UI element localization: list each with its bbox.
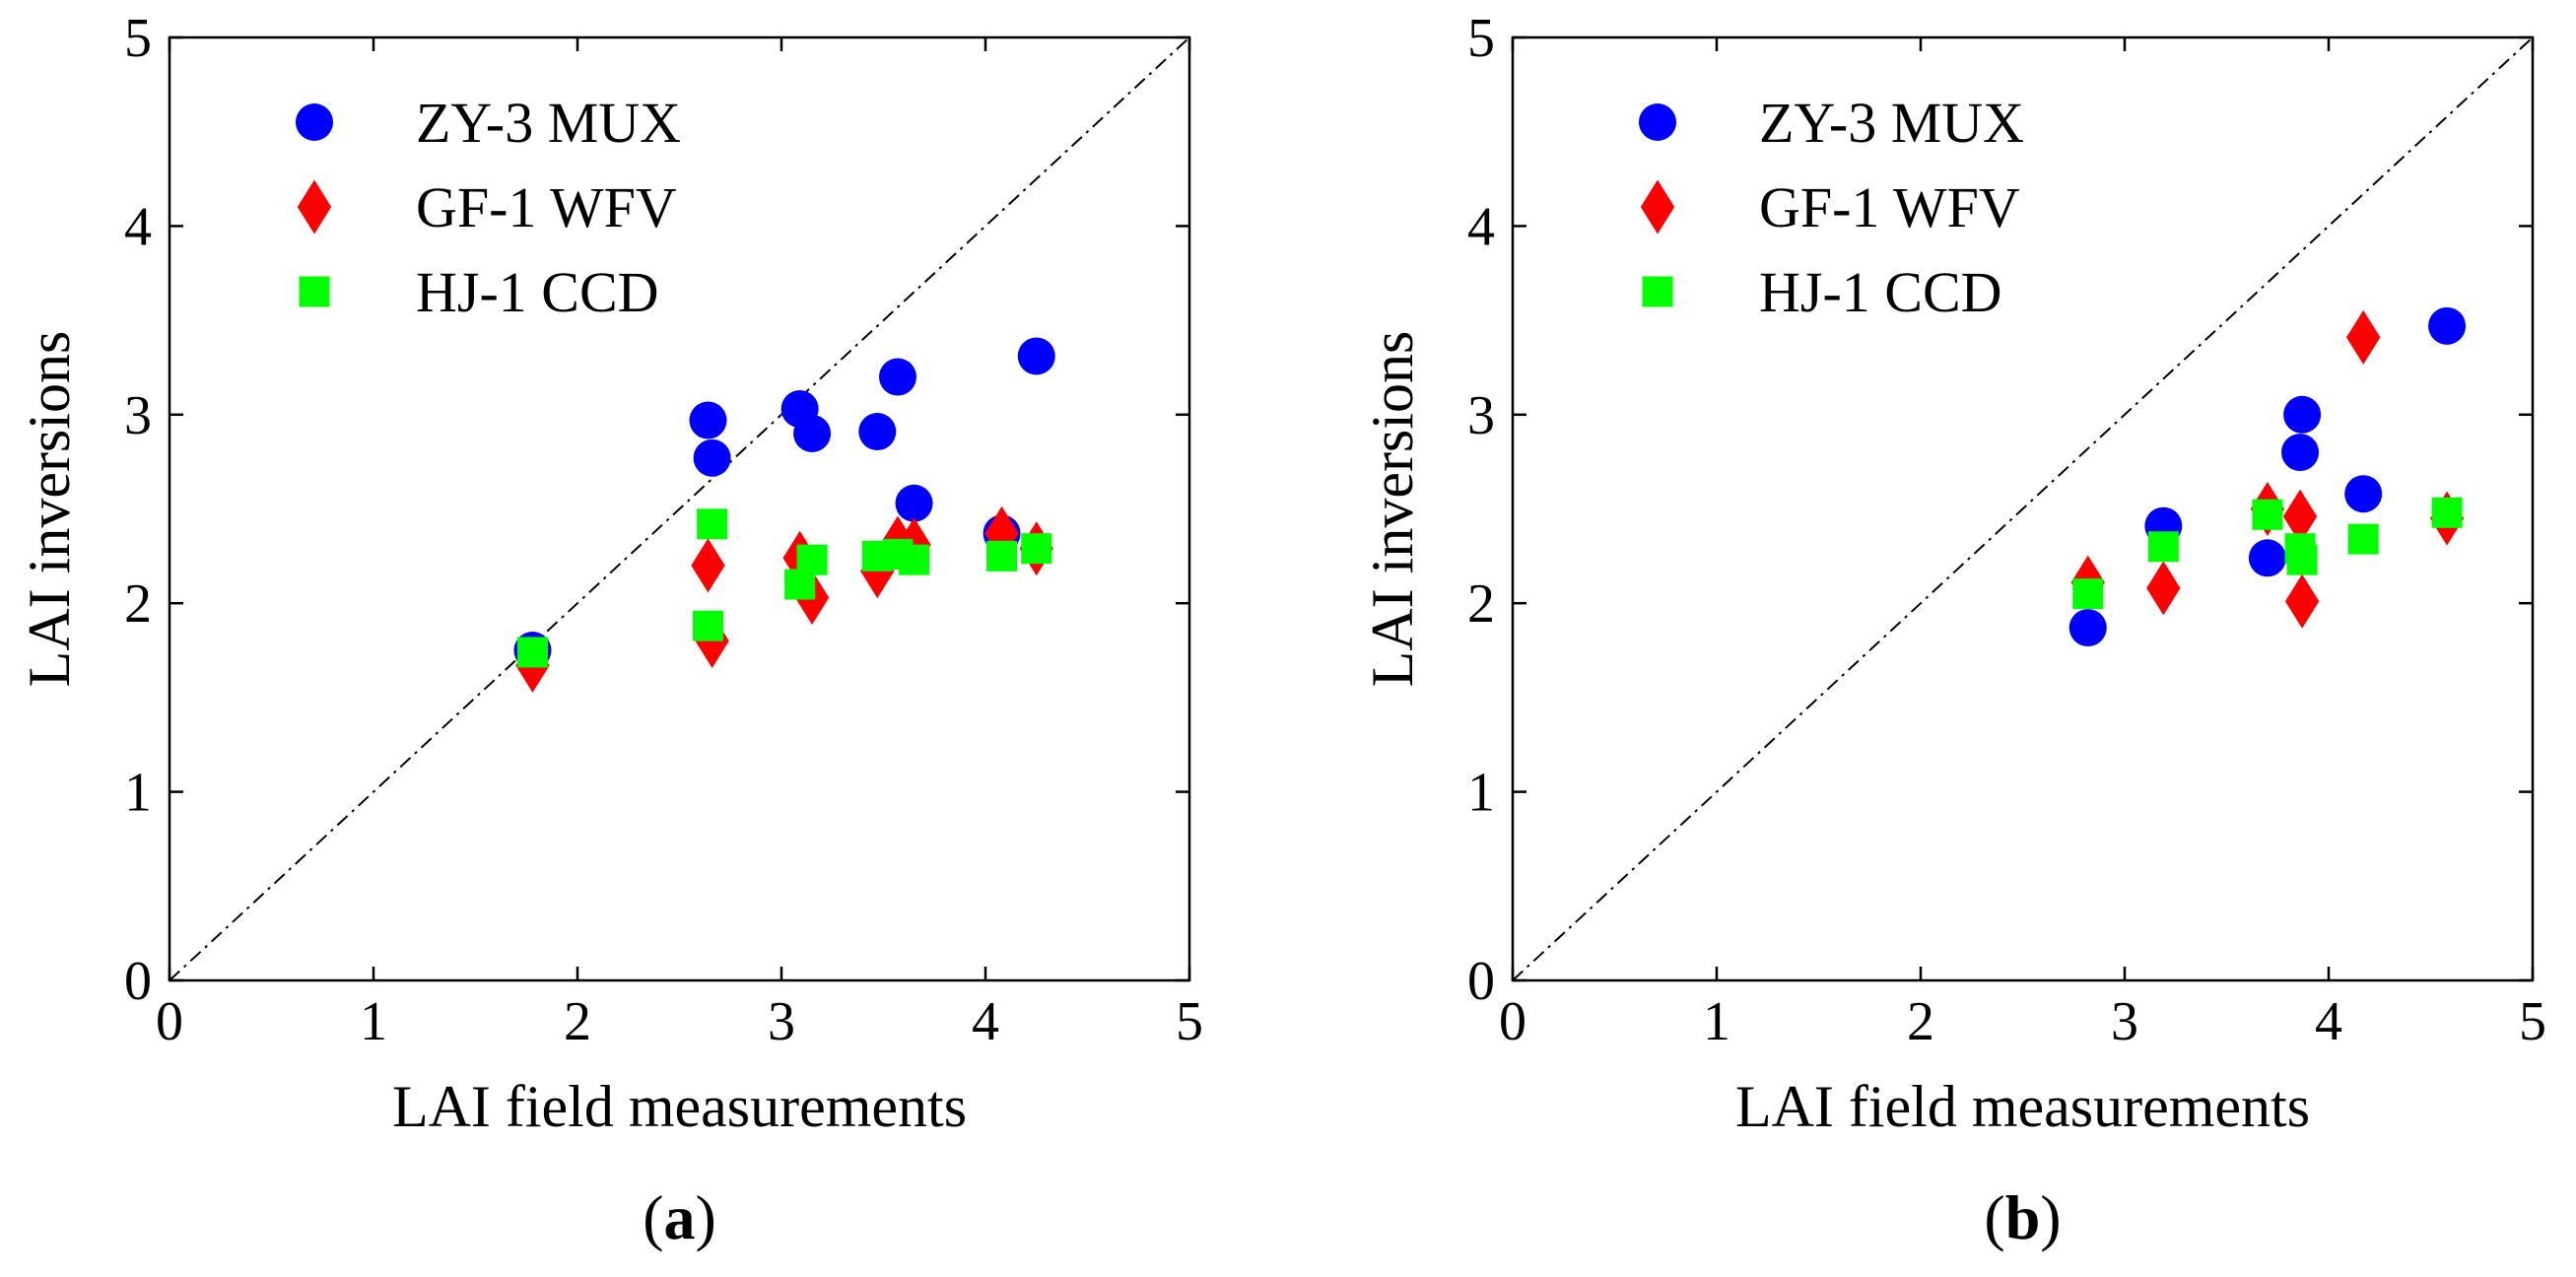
zy3-point (878, 358, 916, 396)
x-tick-label: 1 (360, 991, 387, 1052)
axes-frame (1511, 35, 2535, 982)
panel-label-open: ( (643, 1182, 663, 1252)
one-to-one-line (169, 36, 1190, 981)
x-tick-label: 5 (2519, 991, 2546, 1052)
zy3-point (693, 438, 731, 477)
legend-marker-gf1 (297, 179, 332, 235)
y-tick-label: 1 (1467, 763, 1495, 824)
hj1-point (2252, 499, 2283, 530)
hj1-point (2431, 497, 2463, 528)
zy3-point (2344, 475, 2383, 513)
y-tick-label: 2 (124, 573, 152, 635)
x-tick-label: 5 (1176, 991, 1203, 1052)
hj1-point (899, 544, 930, 575)
hj1-point (692, 610, 723, 641)
legend-label-zy3: ZY-3 MUX (416, 91, 681, 155)
x-tick-label: 3 (768, 991, 795, 1052)
panel-label-close: ) (2040, 1182, 2061, 1252)
y-tick-label: 0 (1467, 951, 1495, 1012)
zy3-point (895, 484, 933, 522)
panel-label: (a) (643, 1182, 716, 1252)
panel-a: 0 1 2 3 4 5 0 1 2 3 4 5 LAI field measurements LAI in… (17, 8, 1203, 1252)
legend-label-hj1: HJ-1 CCD (416, 260, 659, 324)
hj1-point (2286, 544, 2318, 575)
x-tick-label: 1 (1703, 991, 1730, 1052)
legend-label-gf1: GF-1 WFV (416, 175, 677, 239)
hj1-point (1021, 533, 1052, 565)
y-tick-label: 1 (124, 763, 152, 824)
zy3-point (1017, 337, 1055, 375)
x-axis-label: LAI field measurements (1735, 1074, 2310, 1139)
gf1-point (2146, 561, 2181, 616)
x-tick-label: 0 (1499, 991, 1526, 1052)
gf1-point (984, 505, 1019, 561)
x-axis-label: LAI field measurements (392, 1074, 967, 1139)
zy3-point (2248, 539, 2286, 577)
gf1-point (2282, 489, 2318, 544)
y-tick-label: 4 (1467, 196, 1495, 257)
x-tick-label: 0 (156, 991, 183, 1052)
hj1-point (697, 508, 728, 540)
y-tick-label: 2 (1467, 573, 1495, 635)
panel-label: (b) (1984, 1182, 2061, 1252)
y-tick-label: 5 (1467, 8, 1495, 69)
zy3-point (793, 414, 832, 452)
gf1-point (2284, 573, 2320, 629)
panel-label-open: ( (1984, 1182, 2004, 1252)
hj1-point (2347, 523, 2379, 555)
y-tick-label: 3 (124, 385, 152, 446)
zy3-point (2428, 306, 2467, 345)
hj1-point (2147, 531, 2179, 563)
y-tick-label: 4 (124, 196, 152, 257)
y-axis-label: LAI inversions (1360, 331, 1425, 688)
x-tick-label: 4 (972, 991, 999, 1052)
legend-marker-hj1 (299, 276, 330, 307)
hj1-point (2072, 578, 2104, 610)
one-to-one-line (1512, 36, 2534, 981)
zy3-point (858, 413, 897, 451)
panel-label-letter: a (664, 1182, 696, 1252)
gf1-point (2346, 309, 2381, 365)
y-tick-label: 3 (1467, 385, 1495, 446)
gf1-point (691, 538, 725, 593)
panel-label-close: ) (696, 1182, 716, 1252)
hj1-point (796, 544, 828, 575)
legend-marker-gf1 (1640, 179, 1675, 235)
hj1-point (986, 540, 1018, 571)
panel-label-letter: b (2005, 1182, 2041, 1252)
y-tick-label: 5 (124, 8, 152, 69)
zy3-point (689, 401, 727, 439)
legend-label-gf1: GF-1 WFV (1759, 175, 2020, 239)
x-tick-label: 2 (564, 991, 591, 1052)
legend-marker-zy3 (1639, 103, 1676, 141)
axes-frame (168, 35, 1191, 982)
x-tick-label: 4 (2315, 991, 2342, 1052)
y-axis-label: LAI inversions (17, 331, 82, 688)
legend-marker-hj1 (1642, 276, 1673, 307)
x-tick-label: 2 (1907, 991, 1934, 1052)
zy3-point (2068, 609, 2107, 647)
y-tick-label: 0 (124, 951, 152, 1012)
panel-b: 0 1 2 3 4 5 0 1 2 3 4 5 LAI field measurements LAI in… (1360, 8, 2546, 1252)
x-tick-label: 3 (2111, 991, 2138, 1052)
legend-marker-zy3 (296, 103, 333, 141)
zy3-point (2283, 395, 2322, 434)
hj1-point (516, 637, 548, 668)
zy3-point (2281, 434, 2320, 472)
legend-label-zy3: ZY-3 MUX (1759, 91, 2024, 155)
legend-label-hj1: HJ-1 CCD (1759, 260, 2002, 324)
